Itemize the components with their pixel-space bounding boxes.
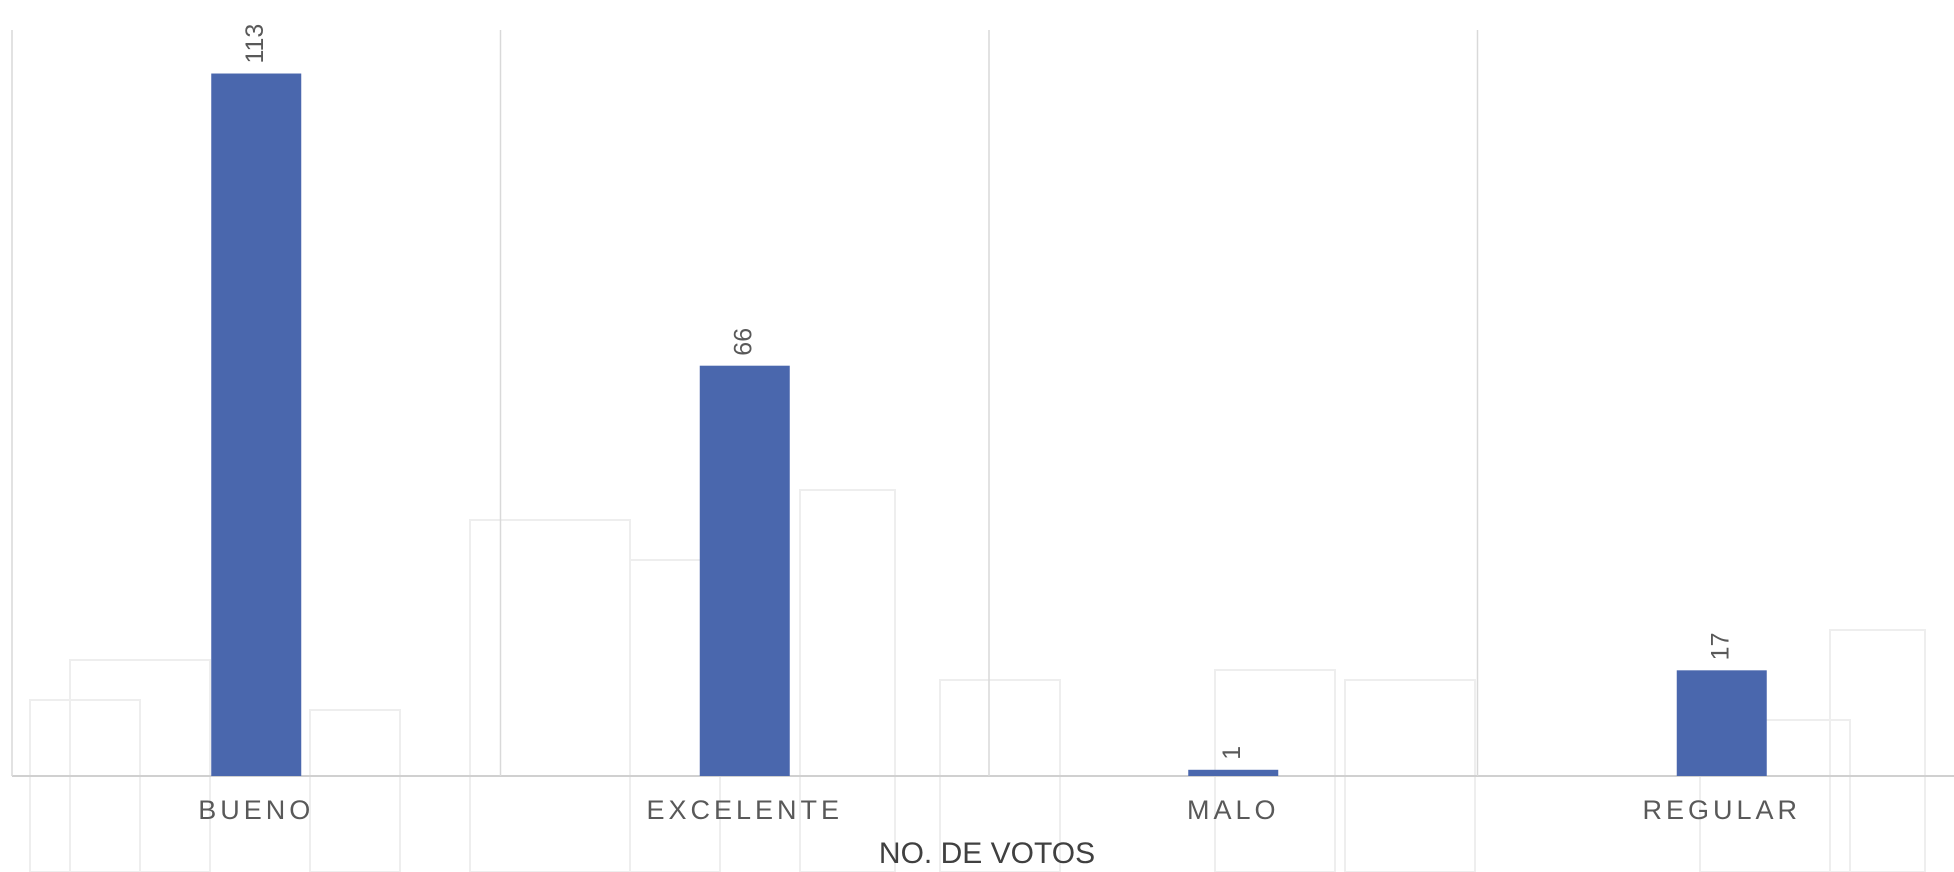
x-tick-label: BUENO [198, 795, 314, 825]
data-label: 17 [1706, 633, 1734, 661]
data-label: 1 [1218, 746, 1246, 760]
x-axis-title: NO. DE VOTOS [879, 837, 1095, 870]
data-label: 113 [241, 24, 269, 64]
bar [700, 366, 790, 776]
bar [211, 74, 301, 776]
bar [1677, 670, 1767, 776]
x-tick-label: REGULAR [1642, 795, 1801, 825]
data-label: 66 [729, 328, 757, 356]
page: NO. DE VOTOS BUENO 113 EXCELENTE 66 MALO 1 REG… [0, 0, 1954, 872]
x-tick-label: EXCELENTE [646, 795, 843, 825]
bar [1188, 770, 1278, 776]
chart: NO. DE VOTOS BUENO 113 EXCELENTE 66 MALO 1 REG… [0, 0, 1954, 872]
x-tick-label: MALO [1187, 795, 1280, 825]
